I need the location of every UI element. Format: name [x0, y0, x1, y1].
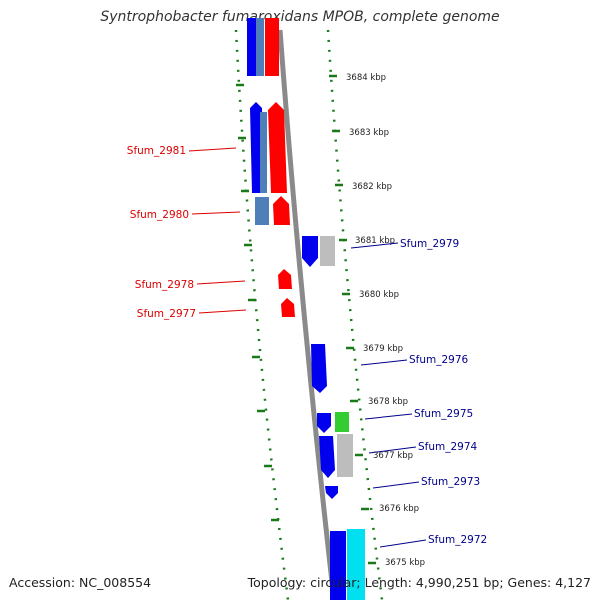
gene-leader-line	[196, 280, 246, 285]
inner-features	[247, 18, 295, 317]
feature-blue	[325, 486, 338, 499]
feature-red	[265, 18, 279, 76]
right-dotted-track	[326, 29, 384, 600]
kbp-label: 3675 kbp	[385, 558, 425, 568]
outer-features	[302, 236, 365, 600]
gene-leader-line	[188, 147, 237, 152]
kbp-label: 3676 kbp	[379, 504, 419, 514]
kbp-label: 3684 kbp	[346, 73, 386, 83]
feature-blue	[311, 344, 327, 393]
gene-leader-line	[364, 413, 413, 420]
feature-blue	[330, 531, 346, 600]
gene-label-sfum-2976: Sfum_2976	[409, 354, 469, 366]
kbp-label: 3680 kbp	[359, 290, 399, 300]
backbone-ring	[277, 29, 337, 600]
gene-leader-line	[191, 211, 241, 215]
kbp-label: 3678 kbp	[368, 397, 408, 407]
feature-cyan	[347, 529, 365, 600]
feature-steelblue	[260, 112, 267, 193]
feature-steelblue	[255, 197, 269, 225]
genome-stats-text: Topology: circular; Length: 4,990,251 bp…	[247, 575, 591, 590]
kbp-label: 3679 kbp	[363, 344, 403, 354]
gene-leader-line	[372, 481, 420, 489]
gene-leader-line	[350, 242, 399, 249]
gene-label-sfum-2974: Sfum_2974	[418, 441, 478, 453]
kbp-label: 3682 kbp	[352, 182, 392, 192]
gene-label-sfum-2980: Sfum_2980	[130, 209, 189, 221]
gene-label-sfum-2978: Sfum_2978	[135, 279, 194, 291]
gene-label-sfum-2973: Sfum_2973	[421, 476, 480, 488]
feature-blue	[317, 413, 331, 433]
gene-leader-line	[360, 359, 408, 366]
gene-label-sfum-2975: Sfum_2975	[414, 408, 473, 420]
feature-grey	[337, 434, 353, 477]
feature-blue	[247, 18, 257, 76]
kbp-labels: 3684 kbp 3683 kbp 3682 kbp 3681 kbp 3680…	[346, 73, 425, 568]
map-title: Syntrophobacter fumaroxidans MPOB, compl…	[100, 9, 500, 25]
gene-label-sfum-2981: Sfum_2981	[127, 145, 186, 157]
feature-green	[335, 412, 349, 432]
accession-text: Accession: NC_008554	[9, 575, 152, 590]
feature-red	[278, 269, 292, 289]
kbp-label: 3677 kbp	[373, 451, 413, 461]
feature-grey	[320, 236, 335, 266]
gene-leader-line	[368, 446, 417, 454]
feature-blue	[302, 236, 318, 267]
kbp-label: 3683 kbp	[349, 128, 389, 138]
gene-leader-line	[379, 539, 427, 548]
feature-red	[273, 196, 290, 225]
kbp-ticks	[236, 74, 376, 565]
left-gene-labels: Sfum_2981 Sfum_2980 Sfum_2978 Sfum_2977	[127, 145, 247, 320]
gene-leader-line	[198, 309, 247, 314]
gene-label-sfum-2972: Sfum_2972	[428, 534, 487, 546]
feature-blue	[319, 436, 335, 478]
right-gene-labels: Sfum_2979 Sfum_2976 Sfum_2975 Sfum_2974 …	[350, 238, 487, 548]
feature-steelblue	[256, 18, 264, 76]
gene-label-sfum-2977: Sfum_2977	[137, 308, 196, 320]
feature-red	[281, 298, 295, 317]
gene-label-sfum-2979: Sfum_2979	[400, 238, 459, 250]
kbp-label: 3681 kbp	[355, 236, 395, 246]
feature-red	[268, 102, 287, 193]
